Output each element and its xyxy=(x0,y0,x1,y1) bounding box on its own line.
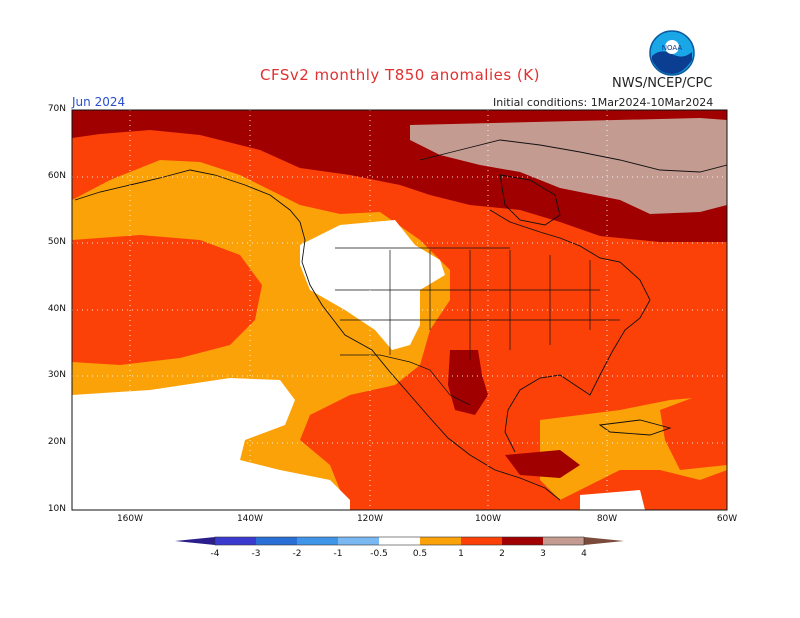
coastlines xyxy=(74,139,727,501)
lat-label: 70N xyxy=(47,104,66,114)
anomaly-3-4-hudson xyxy=(410,118,727,214)
colorbar-label: -0.5 xyxy=(370,549,388,559)
anomaly-1-2-mexico xyxy=(330,390,455,485)
colorbar-label: 4 xyxy=(581,549,587,559)
colorbar-bin-neutral xyxy=(379,537,420,545)
colorbar-label: -1 xyxy=(333,549,343,559)
political-borders xyxy=(335,247,620,406)
colorbar-bin-1-2 xyxy=(461,537,502,545)
anomaly-neutral-west-us xyxy=(300,220,445,350)
lon-label: 160W xyxy=(116,514,144,524)
colorbar-label: -3 xyxy=(251,549,261,559)
colorbar xyxy=(175,536,624,546)
lon-label: 120W xyxy=(356,514,384,524)
colorbar-label: -4 xyxy=(210,549,220,559)
colorbar-label: -2 xyxy=(292,549,302,559)
lat-label: 30N xyxy=(47,370,66,380)
lon-label: 100W xyxy=(474,514,502,524)
colorbar-label: 2 xyxy=(499,549,505,559)
colorbar-label: 1 xyxy=(458,549,464,559)
lat-label: 10N xyxy=(47,504,66,514)
lon-label: 80W xyxy=(596,514,618,524)
anomaly-neutral-south xyxy=(580,490,645,510)
colorbar-arrow-right xyxy=(584,537,624,545)
colorbar-bin-05-1 xyxy=(420,537,461,545)
lon-label: 60W xyxy=(716,514,738,524)
map-title: CFSv2 monthly T850 anomalies (K) xyxy=(260,66,540,84)
lat-label: 20N xyxy=(47,437,66,447)
colorbar-bin-m1-m05 xyxy=(338,537,379,545)
logo-text: NOAA xyxy=(662,44,683,52)
lon-label: 140W xyxy=(236,514,264,524)
graticule xyxy=(72,110,727,510)
lat-label: 50N xyxy=(47,237,66,247)
colorbar-bin-3-4 xyxy=(543,537,584,545)
anomaly-neutral-subtropical xyxy=(72,378,350,510)
colorbar-bin-m4-m3 xyxy=(215,537,256,545)
anomaly-field xyxy=(72,110,727,510)
forecast-month: Jun 2024 xyxy=(72,95,126,109)
anomaly-1-2-pacific-blob xyxy=(72,235,262,365)
anomaly-1-2-caribbean xyxy=(660,385,727,470)
colorbar-label: 0.5 xyxy=(412,549,428,559)
colorbar-bin-2-3 xyxy=(502,537,543,545)
colorbar-bin-m2-m1 xyxy=(297,537,338,545)
noaa-logo-icon: NOAA xyxy=(649,30,695,76)
colorbar-bin-m3-m2 xyxy=(256,537,297,545)
colorbar-arrow-left xyxy=(175,537,215,545)
initial-conditions: Initial conditions: 1Mar2024-10Mar2024 xyxy=(493,96,714,109)
org-label: NWS/NCEP/CPC xyxy=(612,76,713,91)
anomaly-2-3-central-america xyxy=(505,450,580,478)
lat-label: 40N xyxy=(47,304,66,314)
map-frame xyxy=(71,109,728,511)
lat-label: 60N xyxy=(47,171,66,181)
colorbar-label: 3 xyxy=(540,549,546,559)
